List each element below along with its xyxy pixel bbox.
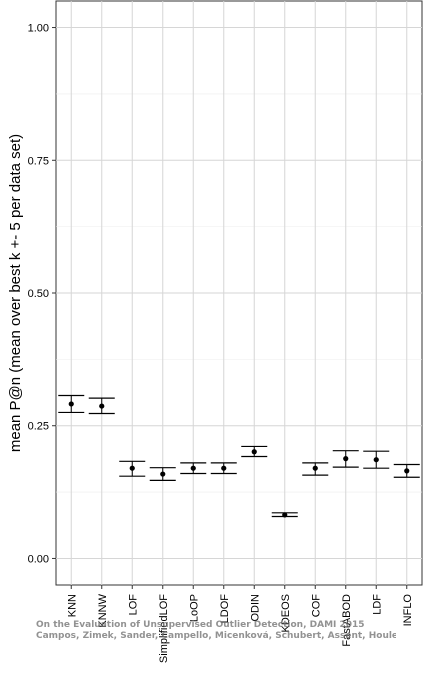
error-bar-group	[119, 460, 146, 477]
watermark: On the Evaluation of Unsupervised Outlie…	[36, 620, 396, 642]
x-tick-label: LOF	[127, 594, 139, 616]
y-tick-label: 0.25	[28, 421, 49, 433]
error-bar-group	[58, 394, 85, 414]
x-tick-label: KNNW	[97, 593, 109, 627]
y-axis-label: mean P@n (mean over best k +- 5 per data…	[7, 134, 24, 452]
mean-point	[343, 456, 349, 462]
mean-point	[221, 465, 227, 471]
mean-point	[282, 512, 288, 518]
x-tick-label: KNN	[66, 594, 78, 617]
y-tick-label: 0.00	[28, 553, 49, 565]
x-tick-label: LDF	[371, 594, 383, 615]
error-bar-group	[241, 445, 268, 458]
error-bar-group	[149, 467, 176, 482]
x-tick-label: KDEOS	[280, 594, 292, 633]
mean-point	[129, 465, 135, 471]
error-bar-group	[88, 397, 115, 415]
x-tick-label: FastABOD	[341, 594, 353, 647]
mean-point	[68, 401, 74, 407]
mean-point	[373, 457, 379, 463]
mean-point	[160, 471, 166, 477]
watermark-line-1: On the Evaluation of Unsupervised Outlie…	[36, 620, 365, 630]
watermark-line-2: Campos, Zimek, Sander, Campello, Micenko…	[36, 631, 396, 641]
error-bar-group	[393, 463, 420, 478]
y-axis: 0.00 0.25 0.50 0.75 1.00	[28, 23, 56, 565]
x-tick-label: LoOP	[188, 594, 200, 622]
x-tick-label: INFLO	[402, 594, 414, 627]
mean-point	[99, 403, 105, 409]
x-tick-label: COF	[310, 594, 322, 618]
y-tick-label: 0.75	[28, 155, 49, 167]
x-axis: KNN KNNW LOF SimplifiedLOF LoOP LDOF ODIN KDEOS…	[66, 585, 414, 663]
error-bar-group	[210, 462, 237, 475]
error-bar-group	[180, 462, 207, 475]
x-tick-label: SimplifiedLOF	[158, 594, 170, 663]
data-marks	[58, 394, 420, 518]
mean-point	[312, 465, 318, 471]
x-tick-label: LDOF	[219, 594, 231, 624]
x-tick-label: ODIN	[249, 594, 261, 622]
mean-point	[251, 449, 257, 455]
error-bar-group	[271, 512, 298, 518]
y-tick-label: 1.00	[28, 23, 49, 35]
mean-point	[404, 468, 410, 474]
error-bar-group	[302, 462, 329, 476]
y-tick-label: 0.50	[28, 288, 49, 300]
grid	[56, 1, 422, 585]
error-bar-group	[332, 450, 359, 468]
error-bar-group	[363, 450, 390, 469]
mean-point	[190, 465, 196, 471]
